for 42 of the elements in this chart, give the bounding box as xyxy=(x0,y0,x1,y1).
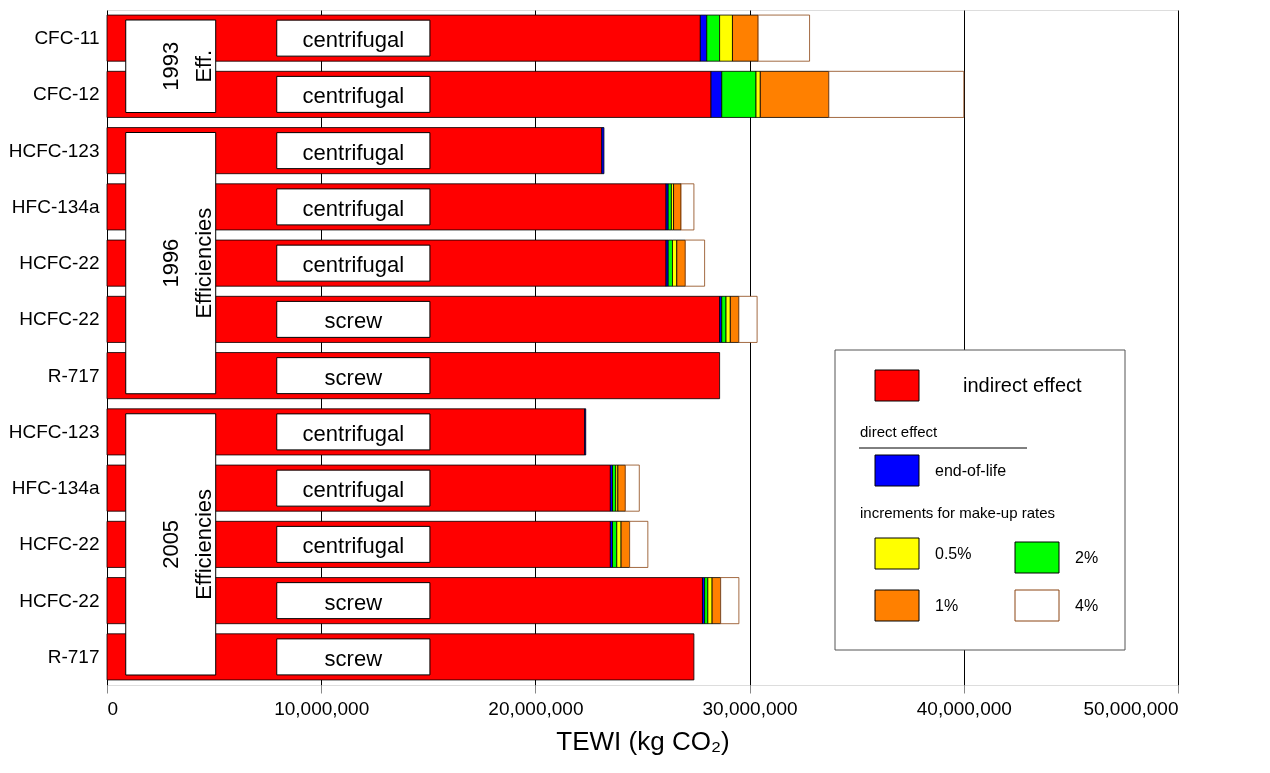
x-tick-label: 20,000,000 xyxy=(488,697,584,719)
x-tick-label: 0 xyxy=(107,697,119,719)
y-tick-label: HFC-134a xyxy=(11,195,100,217)
annotation: centrifugal xyxy=(302,252,405,278)
y-tick-label: HCFC-22 xyxy=(19,252,100,274)
y-tick-label: HCFC-22 xyxy=(19,533,100,555)
annotation: centrifugal xyxy=(302,27,405,53)
y-tick-label: HFC-134a xyxy=(11,477,100,499)
legend-label: 0.5% xyxy=(935,545,972,562)
y-tick-label: HCFC-22 xyxy=(19,308,100,330)
y-tick-label: HCFC-123 xyxy=(8,420,100,442)
annotation: screw xyxy=(324,589,383,615)
x-tick-label: 30,000,000 xyxy=(702,697,798,719)
annotation: centrifugal xyxy=(302,83,405,109)
annotation: centrifugal xyxy=(302,477,405,503)
y-tick-label: HCFC-22 xyxy=(19,589,100,611)
annotation: 1993 Eff. xyxy=(157,41,216,91)
legend-label: 4% xyxy=(1075,597,1099,614)
annotation: screw xyxy=(324,308,383,334)
legend-label: 2% xyxy=(1075,549,1099,566)
x-axis-title: TEWI (kg CO₂) xyxy=(556,725,730,756)
x-tick-label: 50,000,000 xyxy=(1083,697,1179,719)
legend-label: indirect effect xyxy=(963,374,1083,396)
annotation: centrifugal xyxy=(302,195,405,221)
annotation: increments for make-up rates xyxy=(860,504,1056,521)
y-tick-label: HCFC-123 xyxy=(8,139,100,161)
annotation: screw xyxy=(324,645,383,671)
annotation: centrifugal xyxy=(302,420,405,446)
annotation: 2005 Efficiencies xyxy=(157,488,216,600)
annotation: screw xyxy=(324,364,383,390)
annotation: centrifugal xyxy=(302,533,405,559)
y-tick-label: CFC-11 xyxy=(34,27,100,49)
annotation: direct effect xyxy=(860,423,939,440)
y-tick-label: R-717 xyxy=(47,645,100,667)
legend-label: end-of-life xyxy=(935,462,1007,479)
x-tick-label: 40,000,000 xyxy=(916,697,1012,719)
x-tick-label: 10,000,000 xyxy=(274,697,370,719)
y-tick-label: CFC-12 xyxy=(32,83,100,105)
legend-label: 1% xyxy=(935,597,959,614)
annotation: 1996 Efficiencies xyxy=(157,207,216,319)
y-tick-label: R-717 xyxy=(47,364,100,386)
annotation: centrifugal xyxy=(302,139,405,165)
